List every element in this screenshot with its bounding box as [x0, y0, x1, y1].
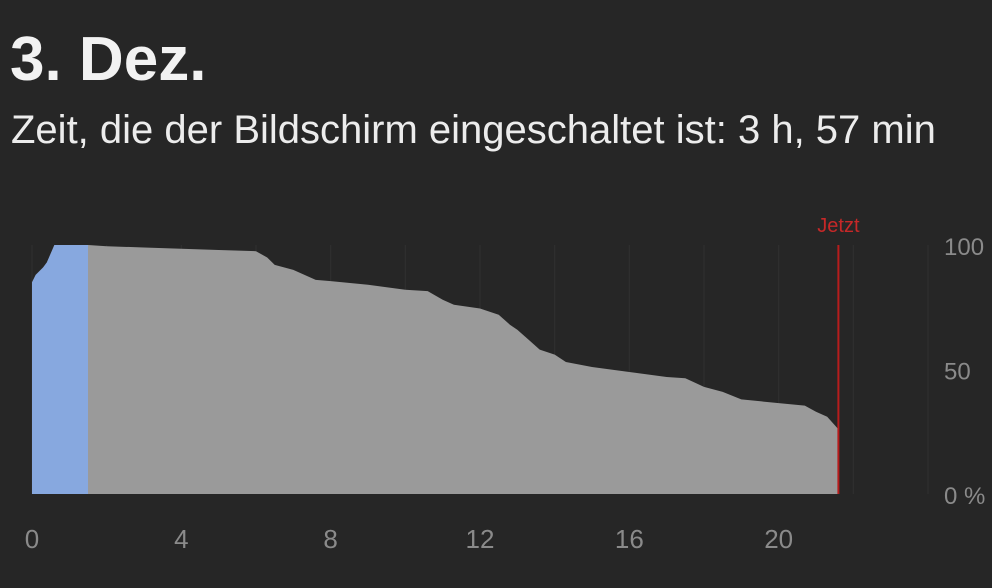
- y-tick-label: 50: [944, 359, 971, 386]
- screen-on-time-label: Zeit, die der Bildschirm eingeschaltet i…: [11, 108, 936, 152]
- charging-area: [32, 245, 88, 494]
- y-tick-label: 100: [944, 234, 984, 261]
- y-axis-tick-labels: 100 50 0 %: [944, 234, 985, 510]
- y-tick-label: 0 %: [944, 483, 985, 510]
- x-tick-label: 20: [764, 524, 793, 554]
- x-tick-label: 12: [466, 524, 495, 554]
- battery-level-area: [32, 245, 839, 494]
- x-tick-label: 8: [323, 524, 337, 554]
- x-axis-tick-labels: 0 4 8 12 16 20: [25, 524, 793, 554]
- x-tick-label: 16: [615, 524, 644, 554]
- date-title: 3. Dez.: [10, 25, 207, 94]
- x-tick-label: 0: [25, 524, 39, 554]
- now-marker-label: Jetzt: [817, 215, 860, 237]
- x-tick-label: 4: [174, 524, 188, 554]
